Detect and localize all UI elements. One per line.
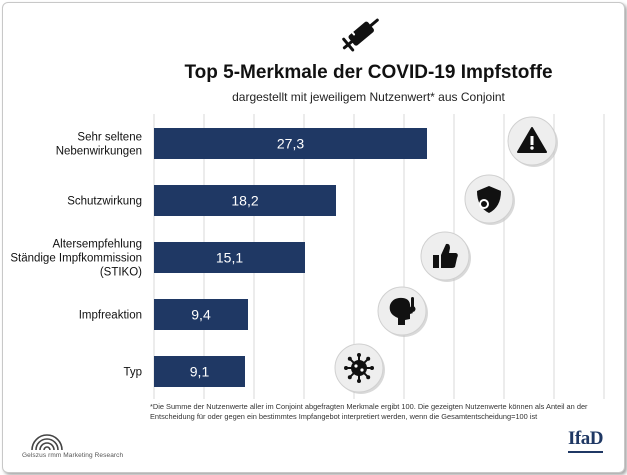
bar bbox=[154, 356, 245, 387]
chart-subtitle: dargestellt mit jeweiligem Nutzenwert* a… bbox=[232, 90, 505, 104]
bar bbox=[154, 299, 248, 330]
footnote: *Die Summe der Nutzenwerte aller im Conj… bbox=[150, 402, 588, 421]
category-label: Altersempfehlung Ständige Impfkommission(… bbox=[10, 239, 142, 279]
data-label: 18,2 bbox=[231, 193, 258, 209]
data-label: 15,1 bbox=[216, 250, 243, 266]
category-label: Schutzwirkung bbox=[67, 196, 142, 208]
thumbs-up-icon bbox=[420, 231, 471, 282]
data-label: 9,4 bbox=[191, 307, 211, 323]
gelszus-logo-text: Gelszus rmm Marketing Research bbox=[22, 452, 124, 459]
shield-virus-icon bbox=[464, 174, 515, 225]
bar bbox=[154, 128, 427, 159]
chart-title: Top 5-Merkmale der COVID-19 Impfstoffe bbox=[184, 62, 553, 83]
bar bbox=[154, 185, 336, 216]
data-label: 27,3 bbox=[277, 136, 304, 152]
data-label: 9,1 bbox=[190, 364, 210, 380]
warning-icon bbox=[507, 116, 558, 167]
category-label: Sehr seltene Nebenwirkungen bbox=[56, 132, 142, 158]
ifad-logo: IfaD bbox=[568, 428, 603, 453]
virus-icon bbox=[334, 343, 385, 394]
bar bbox=[154, 242, 305, 273]
fever-head-icon bbox=[377, 286, 428, 337]
category-label: Typ bbox=[123, 367, 142, 379]
syringe-icon bbox=[342, 18, 379, 52]
gelszus-logo-icon bbox=[31, 434, 63, 451]
category-label: Impfreaktion bbox=[79, 310, 142, 322]
bar-chart: 27,3 Sehr seltene Nebenwirkungen 18,2 Schutz… bbox=[10, 114, 605, 399]
